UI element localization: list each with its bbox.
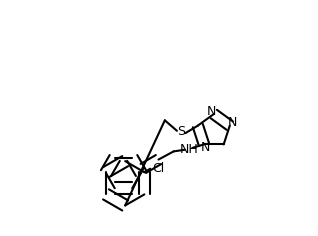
Text: S: S — [177, 126, 185, 139]
Text: N: N — [200, 141, 210, 154]
Text: Cl: Cl — [153, 162, 165, 175]
Text: N: N — [207, 105, 216, 118]
Text: NH: NH — [179, 143, 198, 156]
Text: N: N — [227, 116, 237, 129]
